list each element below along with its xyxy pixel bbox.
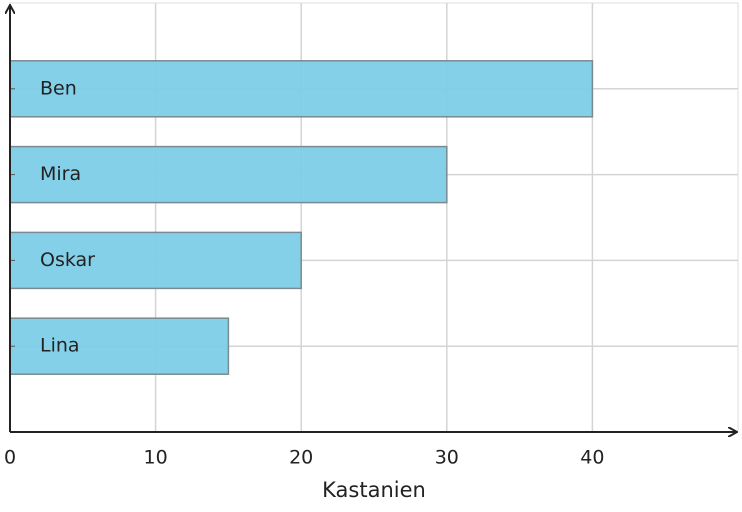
x-tick-label: 10 [144, 447, 168, 469]
x-tick-label: 40 [580, 447, 604, 469]
category-label: Oskar [40, 249, 95, 271]
bar [9, 60, 594, 118]
category-label: Lina [40, 335, 80, 357]
category-label: Ben [40, 77, 77, 99]
category-label: Mira [40, 163, 81, 185]
bar [9, 231, 302, 290]
x-tick-label: 30 [435, 447, 459, 469]
bars: Ben Mira Oskar Lina [9, 60, 594, 375]
x-tick-label: 0 [4, 447, 16, 469]
x-axis-label: Kastanien [322, 478, 426, 502]
bar [9, 145, 448, 204]
x-tick-label: 20 [289, 447, 313, 469]
bar [9, 317, 230, 375]
